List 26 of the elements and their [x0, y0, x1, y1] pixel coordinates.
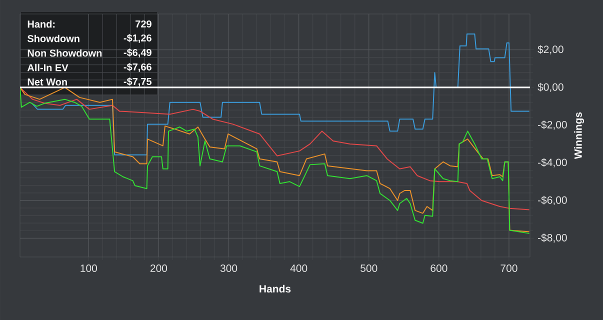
annotation: Showdown	[27, 34, 80, 42]
annotation: 729	[136, 20, 152, 28]
y-axis-title: Winnings	[574, 112, 584, 160]
x-tick-label: 200	[150, 264, 168, 272]
x-tick-label: 600	[430, 264, 448, 272]
annotation: -$7,75	[124, 77, 152, 86]
y-tick-label: $0,00	[538, 82, 564, 92]
y-tick-label: -$6,00	[538, 196, 567, 206]
y-tick-label: -$4,00	[538, 158, 567, 168]
x-tick-label: 500	[360, 264, 378, 272]
annotation: Net Won	[28, 78, 67, 86]
annotation: -$6,49	[124, 48, 152, 58]
y-tick-label: $2,00	[538, 45, 564, 54]
x-tick-label: 100	[80, 264, 98, 272]
x-tick-label: 700	[500, 264, 518, 272]
x-tick-label: 300	[220, 264, 238, 272]
annotation: -$7,66	[124, 62, 152, 72]
y-tick-label: -$2,00	[538, 120, 567, 130]
annotation: Hand:	[28, 20, 55, 28]
y-tick-label: -$8,00	[538, 234, 567, 243]
x-tick-label: 400	[290, 264, 308, 272]
annotation: Non Showdown	[28, 49, 102, 57]
line-series	[20, 86, 530, 210]
x-axis-title: Hands	[260, 284, 291, 293]
annotation: All-In EV	[27, 64, 68, 72]
annotation: -$1,26	[124, 34, 152, 43]
